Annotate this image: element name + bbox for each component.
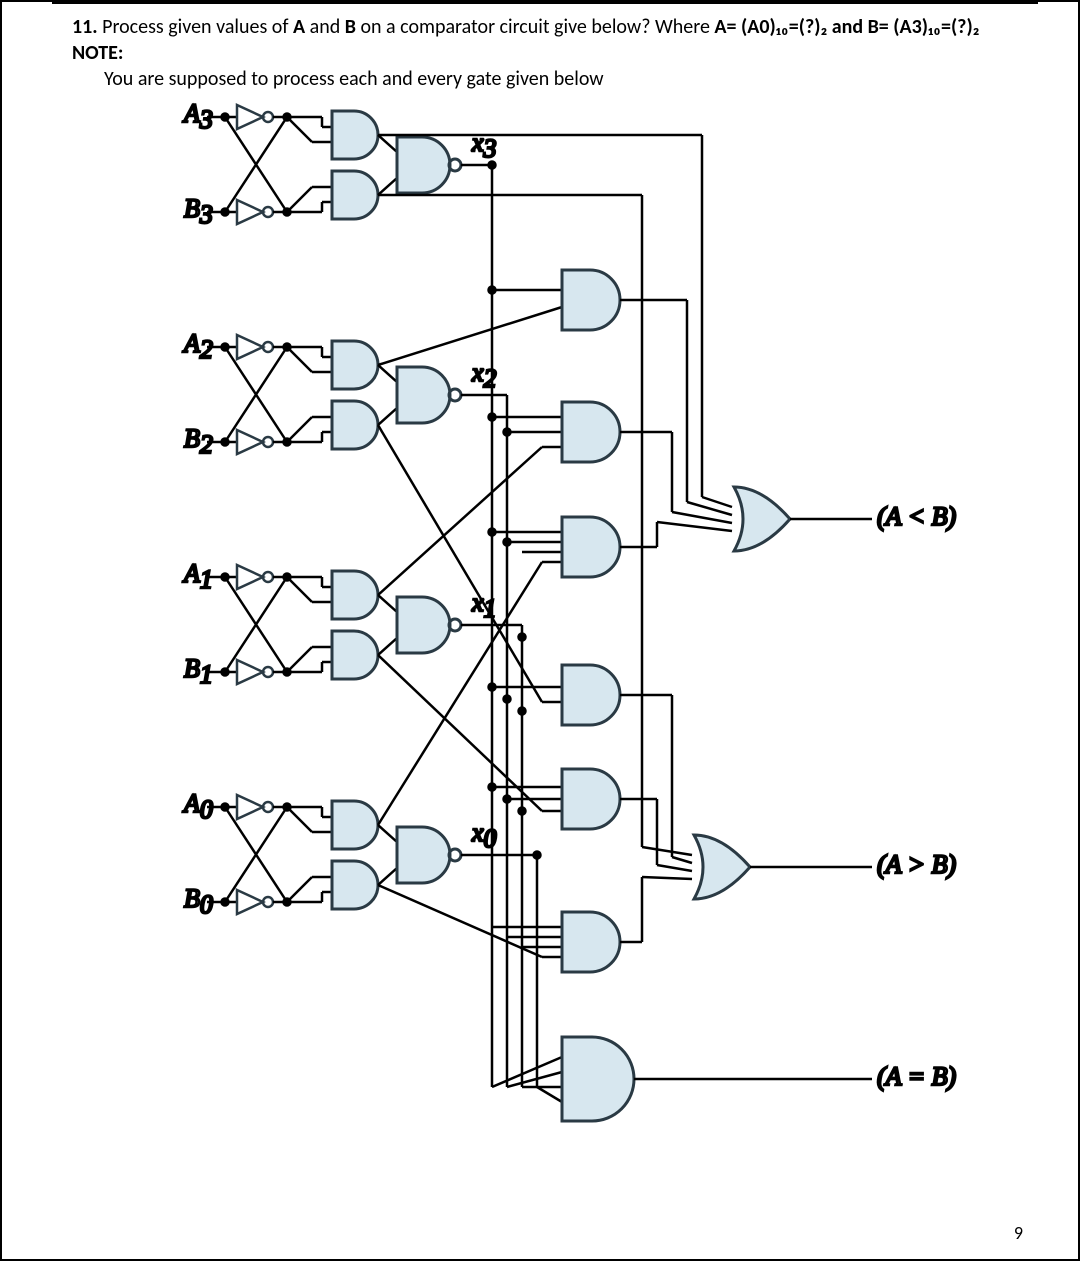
top-rule [52,2,1038,4]
q-part3: on a comparator circuit give below? Wher… [356,15,714,39]
q-part2: and [305,15,345,39]
q-note-label: NOTE: [72,41,123,65]
label-x3: x3 [471,128,497,163]
q-A: A [293,15,305,39]
output-eq: (A = B) [877,1062,956,1091]
q-part1: Process given values of [102,15,293,39]
q-formula: A= (A0)₁₀=(?)₂ and B= (A3)₁₀=(?)₂ [714,15,979,39]
circuit-diagram: A3 B3 [172,87,992,1187]
page: 11. Process given values of A and B on a… [0,0,1080,1261]
output-gt: (A > B) [877,850,956,879]
question-number: 11. [72,15,98,39]
output-lt: (A < B) [877,502,956,531]
q-B: B [345,15,356,39]
page-number: 9 [1014,1222,1023,1244]
question-text: 11. Process given values of A and B on a… [72,14,1018,92]
